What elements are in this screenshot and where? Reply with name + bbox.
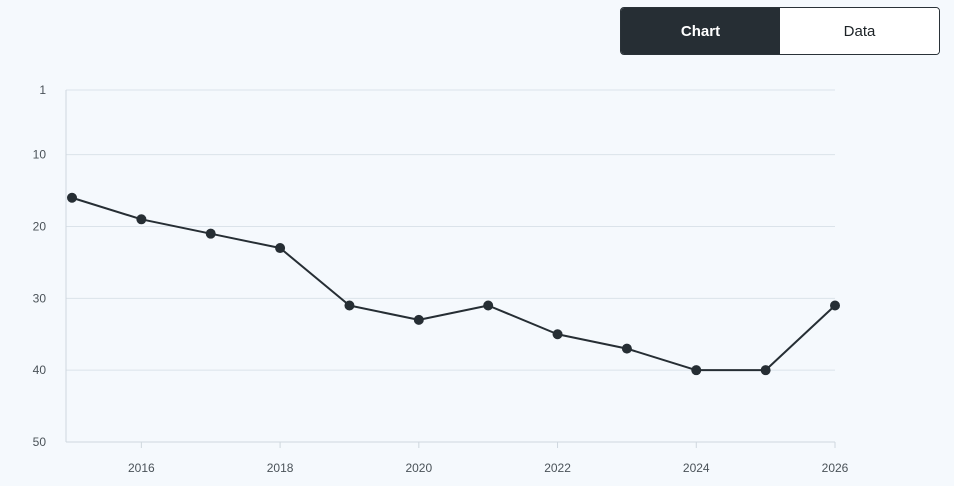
data-point[interactable] <box>205 228 216 239</box>
y-tick-label: 1 <box>39 83 46 97</box>
series-line <box>71 196 836 372</box>
x-tick-labels: 2016 2018 2020 2022 2024 2026 <box>128 461 849 475</box>
data-point[interactable] <box>621 343 632 354</box>
y-tick-label: 30 <box>33 291 47 305</box>
data-tab-button[interactable]: Data <box>780 8 939 54</box>
series <box>67 192 840 376</box>
axes <box>65 90 836 448</box>
data-point[interactable] <box>760 365 771 376</box>
data-point[interactable] <box>67 192 77 203</box>
x-tick-label: 2020 <box>405 461 432 475</box>
y-tick-label: 40 <box>33 363 47 377</box>
data-point[interactable] <box>483 300 494 311</box>
x-tick-label: 2026 <box>822 461 849 475</box>
chart-tab-button[interactable]: Chart <box>621 8 780 54</box>
grid-lines <box>66 89 835 443</box>
x-tick-label: 2018 <box>267 461 294 475</box>
x-tick-label: 2016 <box>128 461 155 475</box>
x-tick-label: 2022 <box>544 461 571 475</box>
y-tick-label: 50 <box>33 435 47 449</box>
view-toggle: Chart Data <box>620 7 940 55</box>
y-tick-label: 20 <box>33 219 47 233</box>
data-point[interactable] <box>413 314 424 325</box>
data-point[interactable] <box>830 300 840 311</box>
y-tick-labels: 1 10 20 30 40 50 <box>33 83 47 449</box>
data-point[interactable] <box>344 300 355 311</box>
data-point[interactable] <box>552 329 563 340</box>
data-point[interactable] <box>136 214 147 225</box>
y-tick-label: 10 <box>33 148 47 162</box>
data-point[interactable] <box>275 243 286 254</box>
data-point[interactable] <box>691 365 702 376</box>
x-tick-label: 2024 <box>683 461 710 475</box>
